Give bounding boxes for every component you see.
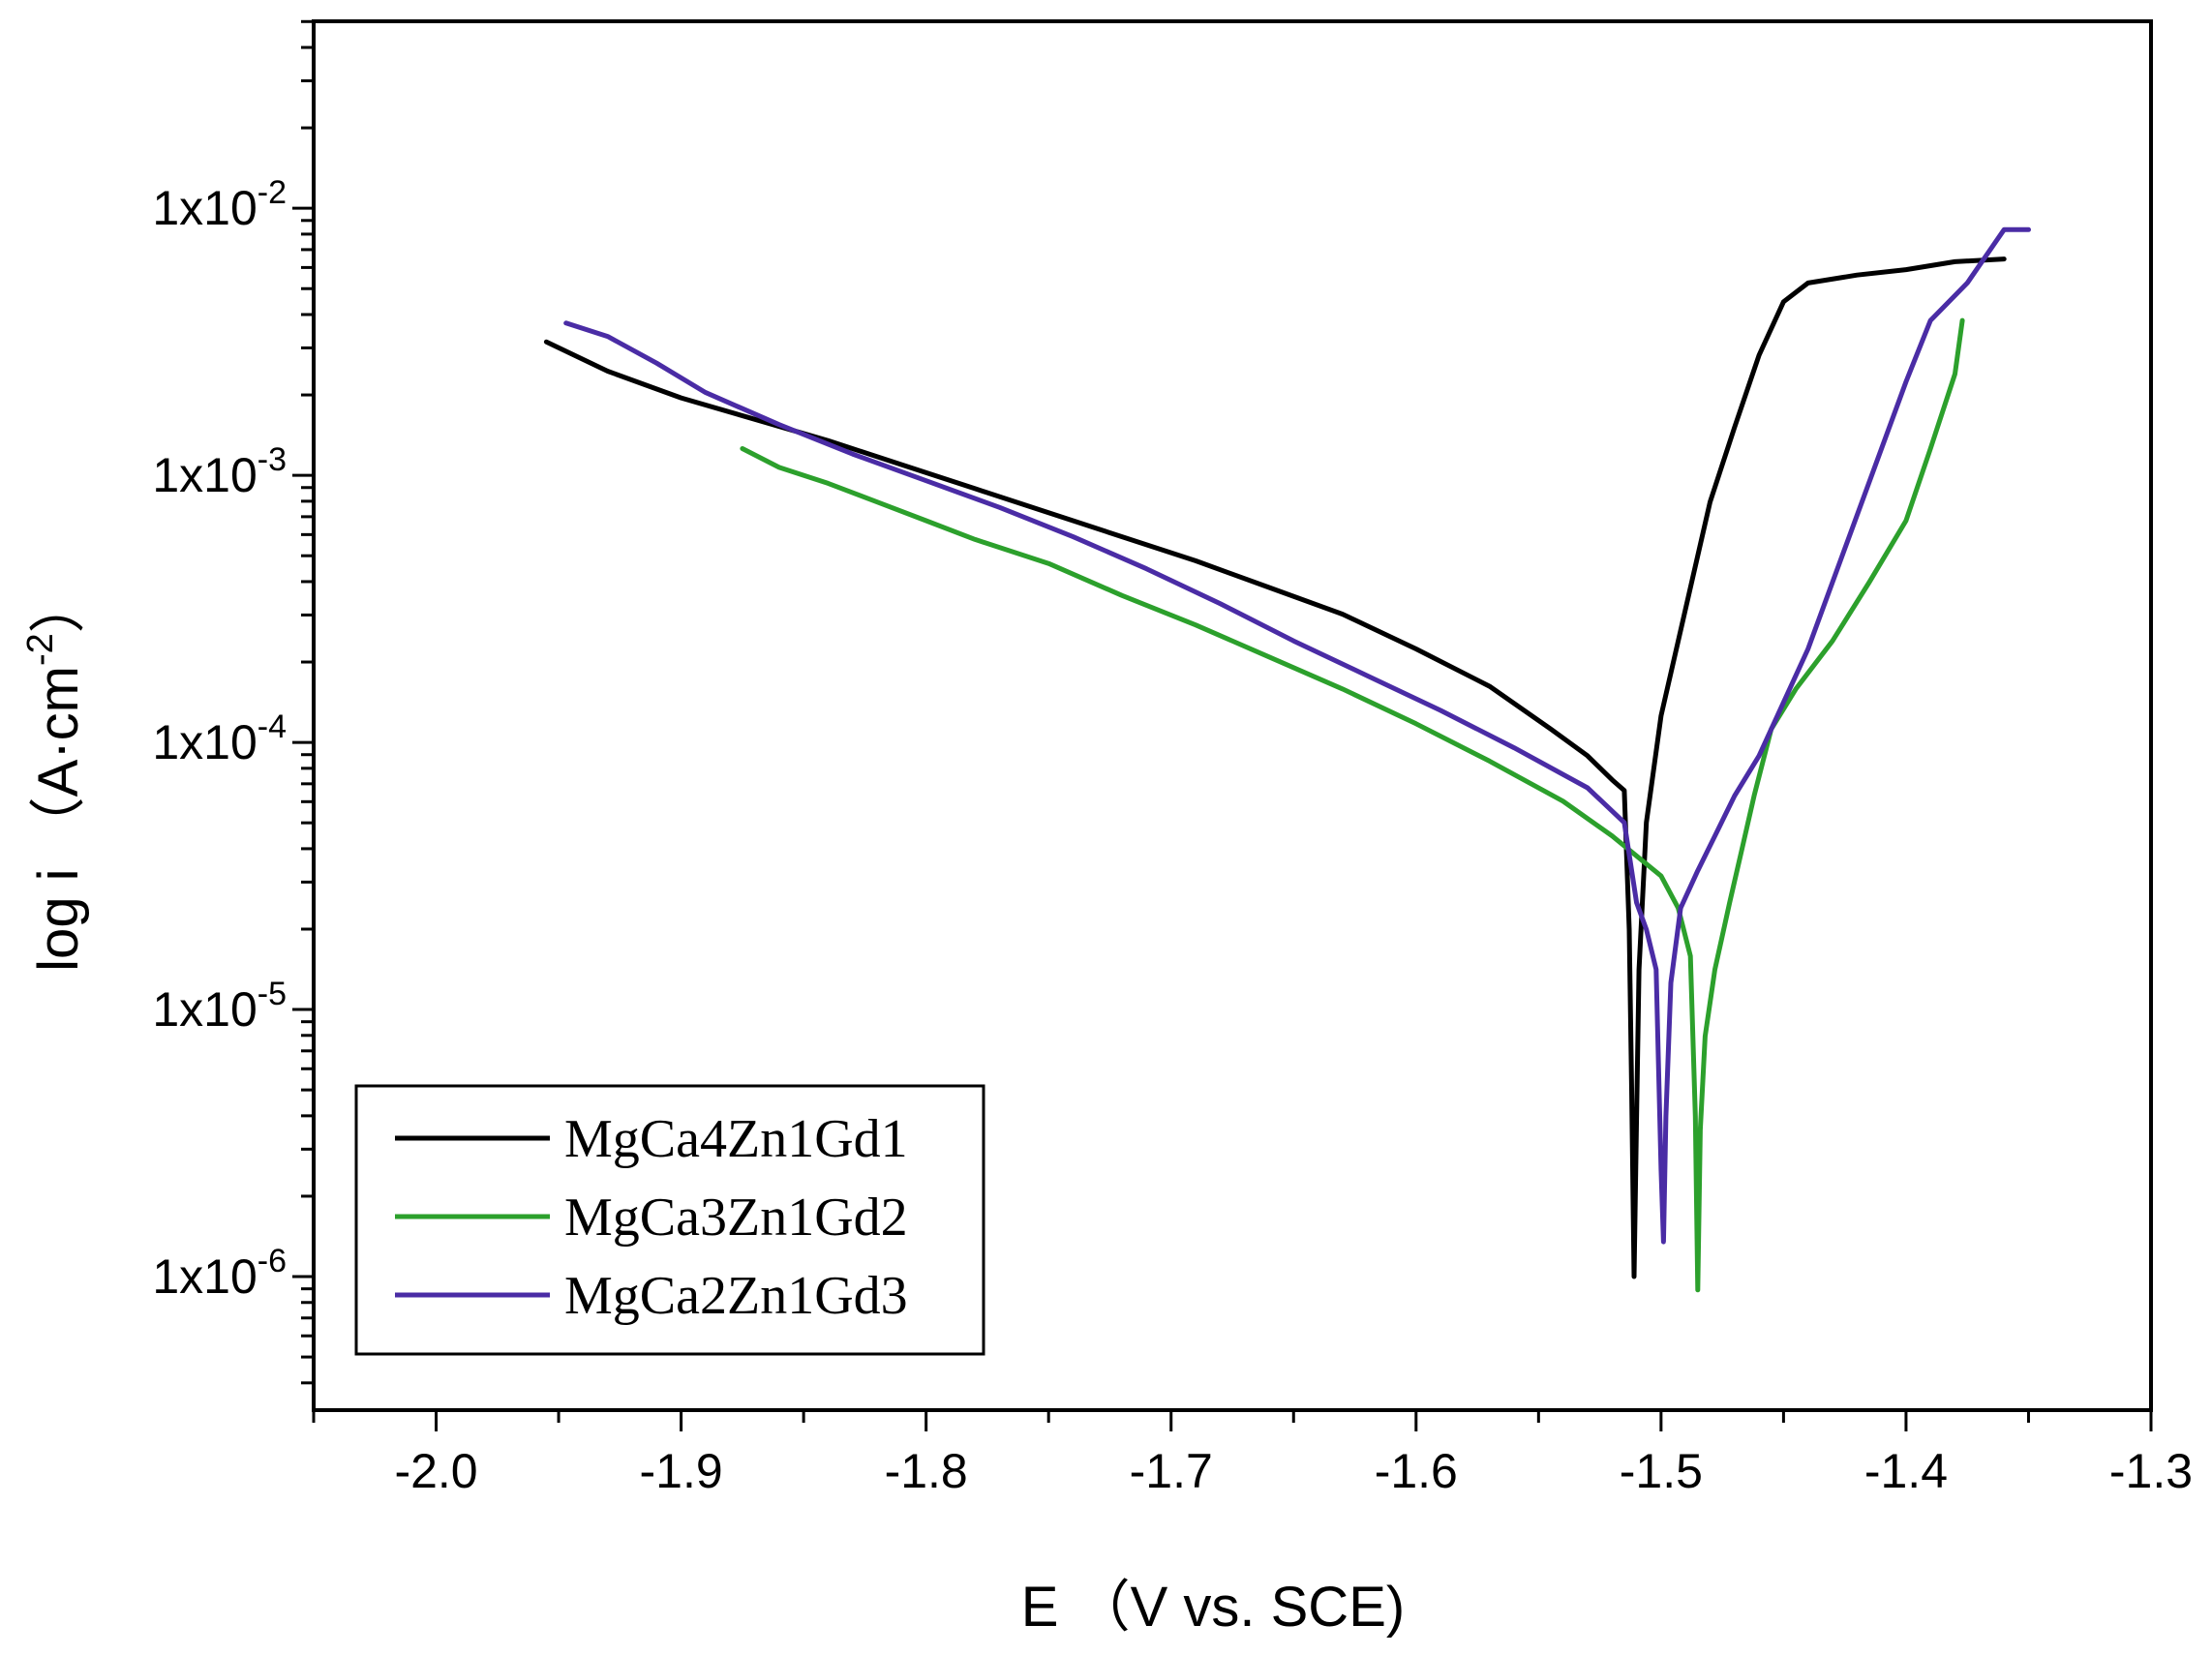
legend-label: MgCa3Zn1Gd2 bbox=[564, 1188, 908, 1248]
x-tick-label: -2.0 bbox=[394, 1444, 477, 1498]
y-tick-label: 1x10-4 bbox=[152, 708, 287, 769]
x-axis: -2.0 -1.9 -1.8 -1.7 -1.6 -1.5 -1.4 -1.3 bbox=[312, 1410, 2193, 1498]
series-layer bbox=[543, 226, 2031, 1293]
x-tick-label: -1.8 bbox=[885, 1444, 968, 1498]
y-tick-label: 1x10-6 bbox=[152, 1243, 287, 1304]
plot-frame bbox=[312, 19, 2153, 1412]
y-axis-title-main: log i （A·cm bbox=[27, 666, 90, 972]
legend-label: MgCa2Zn1Gd3 bbox=[564, 1266, 908, 1326]
legend-label: MgCa4Zn1Gd1 bbox=[564, 1109, 908, 1169]
y-axis: 1x10-2 1x10-3 1x10-4 1x10-5 1x10-6 bbox=[152, 19, 314, 1385]
legend-box bbox=[354, 1084, 985, 1356]
y-tick-label: 1x10-5 bbox=[152, 976, 287, 1037]
x-tick-label: -1.4 bbox=[1864, 1444, 1948, 1498]
y-tick-label: 1x10-2 bbox=[152, 174, 287, 235]
y-tick-label: 1x10-3 bbox=[152, 441, 287, 502]
x-tick-label: -1.9 bbox=[640, 1444, 723, 1498]
x-axis-title: E （V vs. SCE) bbox=[1021, 1576, 1405, 1639]
series-line-mgca2zn1gd3 bbox=[563, 226, 2031, 1245]
x-tick-label: -1.7 bbox=[1130, 1444, 1213, 1498]
x-tick-label: -1.6 bbox=[1375, 1444, 1458, 1498]
x-tick-label: -1.3 bbox=[2109, 1444, 2193, 1498]
x-tick-label: -1.5 bbox=[1620, 1444, 1703, 1498]
series-line-mgca3zn1gd2 bbox=[740, 317, 1965, 1293]
y-axis-title-superscript: -2 bbox=[20, 633, 61, 666]
y-axis-title-close: ） bbox=[27, 577, 90, 633]
y-axis-title: log i （A·cm-2） bbox=[20, 577, 90, 972]
series-line-mgca4zn1gd1 bbox=[543, 256, 2007, 1279]
legend: MgCa4Zn1Gd1 MgCa3Zn1Gd2 MgCa2Zn1Gd3 bbox=[354, 1084, 985, 1356]
